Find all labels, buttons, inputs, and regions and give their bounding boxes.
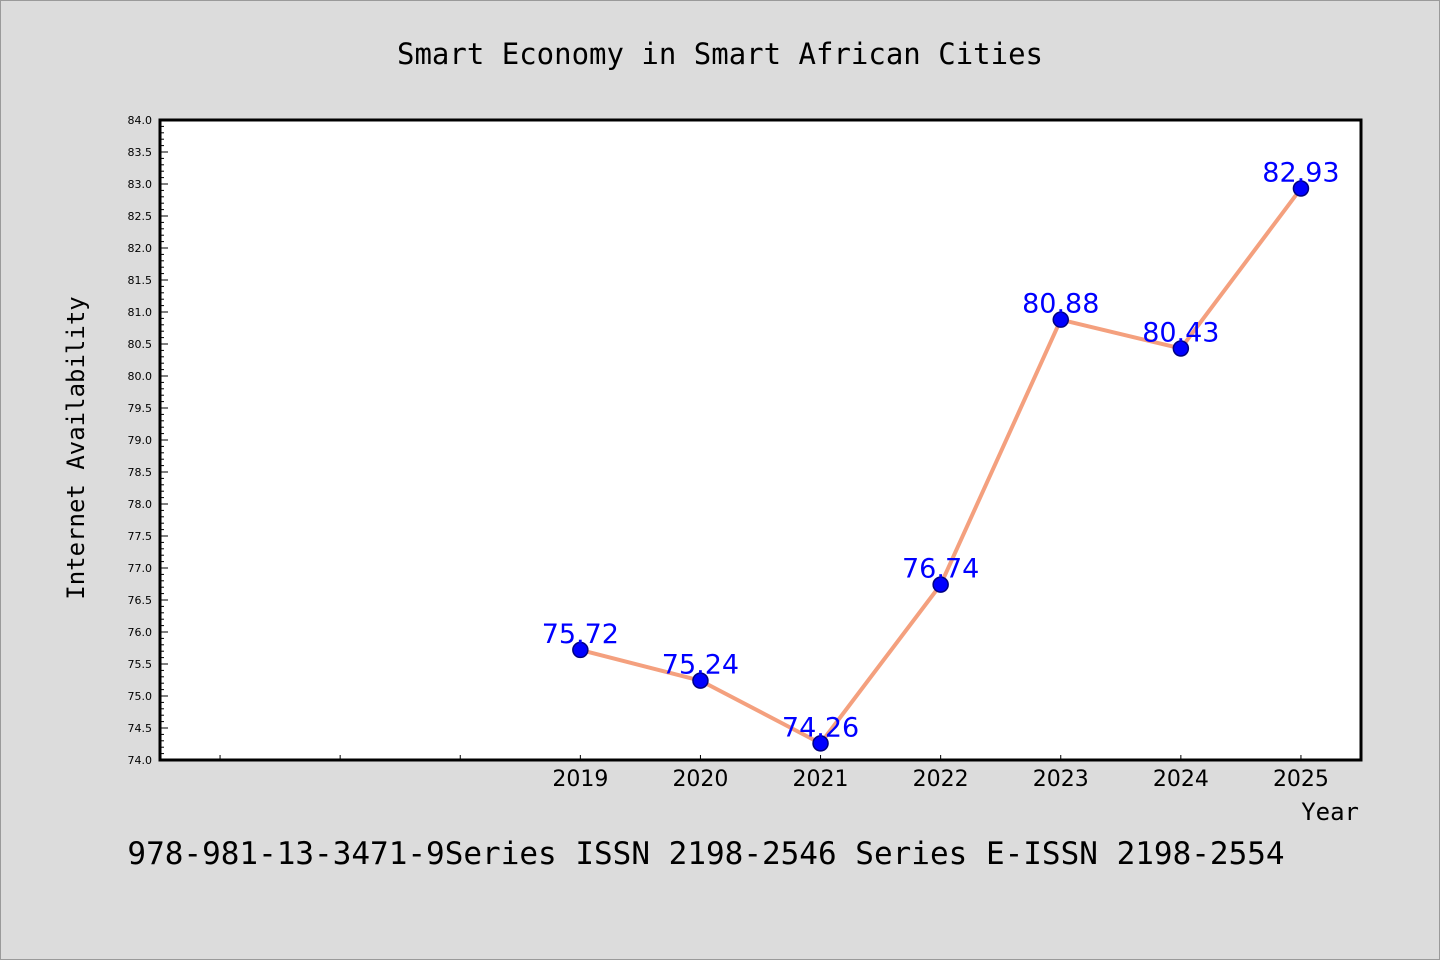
x-tick-label: 2025 — [1273, 767, 1329, 792]
y-tick-label: 75.0 — [128, 690, 153, 703]
data-label: 75.72 — [542, 619, 619, 650]
chart-title: Smart Economy in Smart African Cities — [397, 37, 1043, 71]
data-label: 75.24 — [662, 650, 739, 681]
data-label: 76.74 — [902, 554, 979, 585]
x-axis-title: Year — [1301, 798, 1359, 826]
data-point — [1052, 311, 1069, 328]
x-tick-label: 2024 — [1153, 767, 1209, 792]
y-tick-label: 75.5 — [128, 658, 153, 671]
data-label: 80.43 — [1142, 317, 1219, 348]
series-internet-availability: 75.72 75.24 74.26 76.74 80.88 80.43 82.93 — [542, 157, 1340, 752]
x-tick-label: 2022 — [913, 767, 969, 792]
data-point — [932, 576, 949, 593]
y-tick-label: 81.0 — [128, 306, 153, 319]
x-tick-label: 2019 — [552, 767, 608, 792]
y-axis-title: Internet Availability — [62, 296, 90, 599]
data-point — [572, 641, 589, 659]
y-tick-label: 74.0 — [128, 754, 153, 767]
plot-area — [158, 118, 1363, 762]
data-label: 80.88 — [1022, 289, 1099, 320]
y-tick-label: 82.0 — [128, 242, 153, 255]
data-label: 74.26 — [782, 712, 859, 743]
y-tick-label: 78.5 — [128, 466, 153, 479]
x-axis: 2019 2020 2021 2022 2023 2024 2025 — [219, 755, 1329, 792]
x-tick-label: 2021 — [793, 767, 849, 792]
y-tick-label: 79.0 — [128, 434, 153, 447]
y-tick-label: 79.5 — [128, 402, 153, 415]
y-axis: 74.0 74.5 75.0 75.5 76.0 76.5 77.0 77.5 78.0 78.5… — [128, 114, 168, 767]
y-tick-label: 74.5 — [128, 722, 153, 735]
y-tick-label: 80.0 — [128, 370, 153, 383]
data-point — [1292, 180, 1310, 197]
y-tick-label: 77.5 — [128, 530, 153, 543]
y-tick-label: 76.5 — [128, 594, 153, 607]
x-tick-label: 2023 — [1033, 767, 1089, 792]
x-tick-label: 2020 — [672, 767, 728, 792]
y-tick-label: 77.0 — [128, 562, 153, 575]
y-tick-label: 81.5 — [128, 274, 153, 287]
y-tick-label: 76.0 — [128, 626, 153, 639]
y-tick-label: 78.0 — [128, 498, 153, 511]
data-point — [1172, 340, 1190, 357]
data-point — [692, 672, 709, 689]
data-point — [812, 735, 829, 752]
footer-isbn-text: 978-981-13-3471-9Series ISSN 2198-2546 S… — [127, 836, 1284, 872]
y-tick-label: 84.0 — [128, 114, 153, 127]
y-tick-label: 83.5 — [128, 146, 153, 159]
data-label: 82.93 — [1262, 157, 1339, 188]
y-tick-label: 82.5 — [128, 210, 153, 223]
y-tick-label: 83.0 — [128, 178, 153, 191]
y-tick-label: 80.5 — [128, 338, 153, 351]
